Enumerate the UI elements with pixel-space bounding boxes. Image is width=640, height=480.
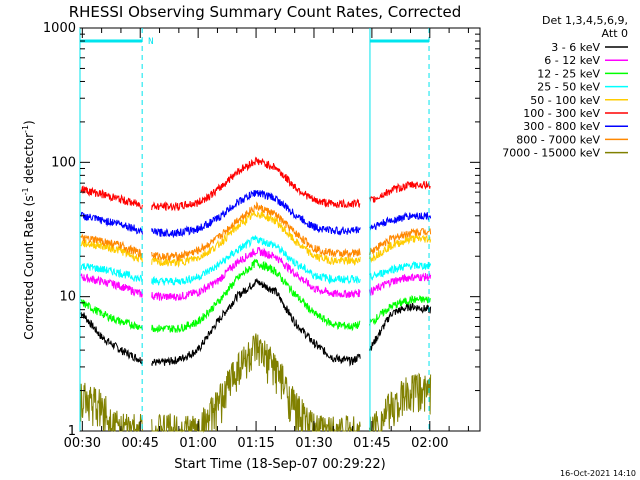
y-tick-label: 100 [51,155,76,170]
legend-label: 800 - 7000 keV [516,133,600,146]
y-tick-label: 10 [59,290,76,305]
y-axis-label: Corrected Count Rate (s-1 detector-1) [21,120,36,339]
x-tick-label: 01:30 [295,436,332,451]
chart-title: RHESSI Observing Summary Count Rates, Co… [69,3,462,21]
series-layer [80,156,432,433]
legend-label: 25 - 50 keV [537,81,600,94]
x-tick-label: 01:45 [353,436,390,451]
series-line [80,210,432,268]
legend-label: 12 - 25 keV [537,67,600,80]
series-line [80,258,432,333]
y-axis-label-end: ) [22,120,36,125]
x-axis-label: Start Time (18-Sep-07 00:29:22) [174,457,385,472]
legend-header-line-1: Det 1,3,4,5,6,9, [542,14,628,27]
y-tick-label: 1 [68,424,76,439]
series-line [80,235,432,286]
series-line [80,156,431,212]
legend-label: 50 - 100 keV [530,94,600,107]
footer-timestamp: 16-Oct-2021 14:10 [560,469,636,478]
y-axis-label-main: Corrected Count Rate (s [22,195,36,339]
series-line [80,278,432,367]
x-tick-label: 01:00 [179,436,216,451]
legend-header-line-2: Att 0 [602,27,628,40]
y-axis-label-sup2: -1 [21,125,30,133]
series-line [80,333,432,433]
series-line [80,201,432,263]
x-tick-label: 01:15 [237,436,274,451]
legend-label: 300 - 800 keV [523,120,600,133]
annotations-layer: N [79,28,430,431]
x-tick-label: 02:00 [411,436,448,451]
night-label: N [148,37,153,47]
legend-label: 100 - 300 keV [523,107,600,120]
y-axis-label-sup1: -1 [21,187,30,195]
legend-label: 6 - 12 keV [544,54,600,67]
y-axis-label-mid: detector [22,133,36,188]
axis-layer: 1 10 100 1000 00:30 00:45 01:00 01:15 01:30 01:45… [43,21,480,451]
x-tick-label: 00:45 [121,436,158,451]
y-tick-label: 1000 [43,21,76,36]
legend-label: 3 - 6 keV [551,41,600,54]
legend-label: 7000 - 15000 keV [502,147,600,160]
series-line [80,246,432,302]
series-line [80,189,432,239]
x-tick-label: 00:30 [64,436,101,451]
